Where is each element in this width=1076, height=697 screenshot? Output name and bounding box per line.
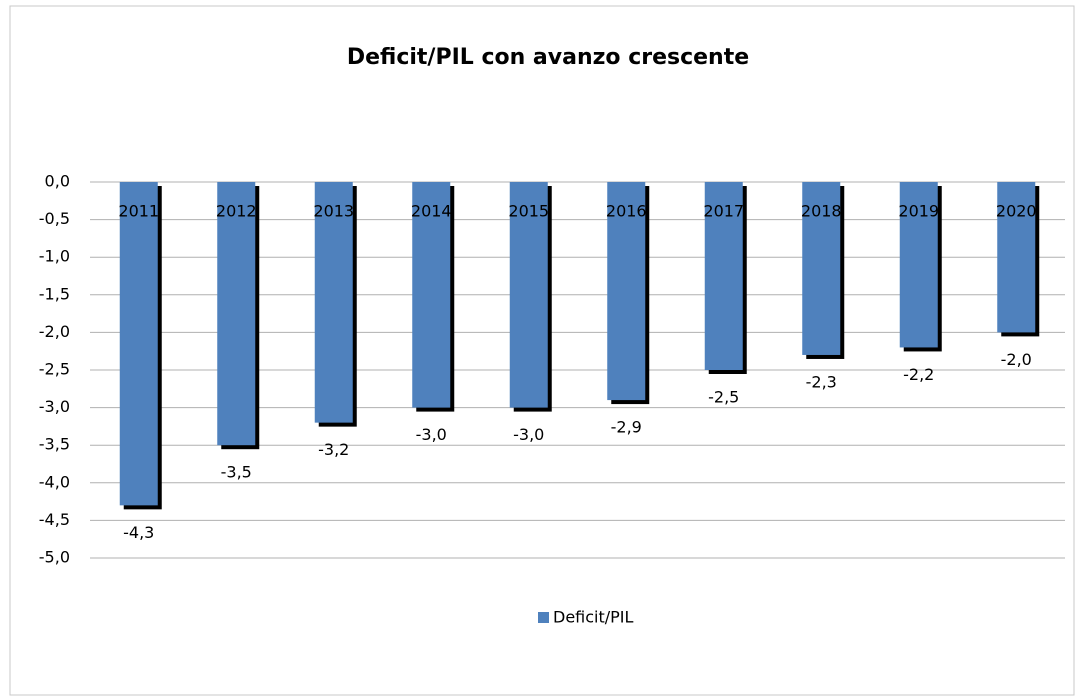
chart-title: Deficit/PIL con avanzo crescente xyxy=(347,45,749,70)
y-tick-label: -2,5 xyxy=(39,360,70,379)
legend-swatch xyxy=(538,612,549,623)
y-tick-label: -3,5 xyxy=(39,435,70,454)
y-tick-label: -1,0 xyxy=(39,247,70,266)
data-label: -2,3 xyxy=(806,372,837,391)
data-label: -2,9 xyxy=(611,418,642,437)
y-tick-label: -0,5 xyxy=(39,209,70,228)
y-tick-label: -3,0 xyxy=(39,397,70,416)
y-tick-label: -2,0 xyxy=(39,322,70,341)
bar xyxy=(997,182,1036,333)
data-label: -3,0 xyxy=(513,425,544,444)
x-tick-label: 2015 xyxy=(508,202,549,221)
x-tick-label: 2011 xyxy=(118,202,159,221)
data-label: -2,5 xyxy=(708,388,739,407)
x-tick-label: 2018 xyxy=(801,202,842,221)
bar xyxy=(217,182,256,446)
x-tick-label: 2017 xyxy=(703,202,744,221)
bar xyxy=(899,182,938,348)
bar xyxy=(119,182,158,506)
data-label: -2,0 xyxy=(1001,350,1032,369)
bar xyxy=(802,182,841,355)
data-label: -3,5 xyxy=(221,463,252,482)
bar xyxy=(412,182,451,408)
bar xyxy=(314,182,353,423)
bar xyxy=(509,182,548,408)
x-tick-label: 2019 xyxy=(898,202,939,221)
x-tick-label: 2012 xyxy=(216,202,257,221)
bar xyxy=(607,182,646,401)
data-label: -3,0 xyxy=(416,425,447,444)
bar xyxy=(704,182,743,370)
y-tick-label: -4,0 xyxy=(39,472,70,491)
data-label: -3,2 xyxy=(318,440,349,459)
x-tick-label: 2013 xyxy=(313,202,354,221)
data-label: -4,3 xyxy=(123,523,154,542)
data-label: -2,2 xyxy=(903,365,934,384)
y-tick-label: -4,5 xyxy=(39,510,70,529)
x-tick-label: 2014 xyxy=(411,202,452,221)
y-tick-label: 0,0 xyxy=(45,172,70,191)
x-tick-label: 2020 xyxy=(996,202,1037,221)
y-tick-label: -1,5 xyxy=(39,284,70,303)
y-tick-label: -5,0 xyxy=(39,548,70,567)
legend-label: Deficit/PIL xyxy=(553,608,634,627)
x-tick-label: 2016 xyxy=(606,202,647,221)
